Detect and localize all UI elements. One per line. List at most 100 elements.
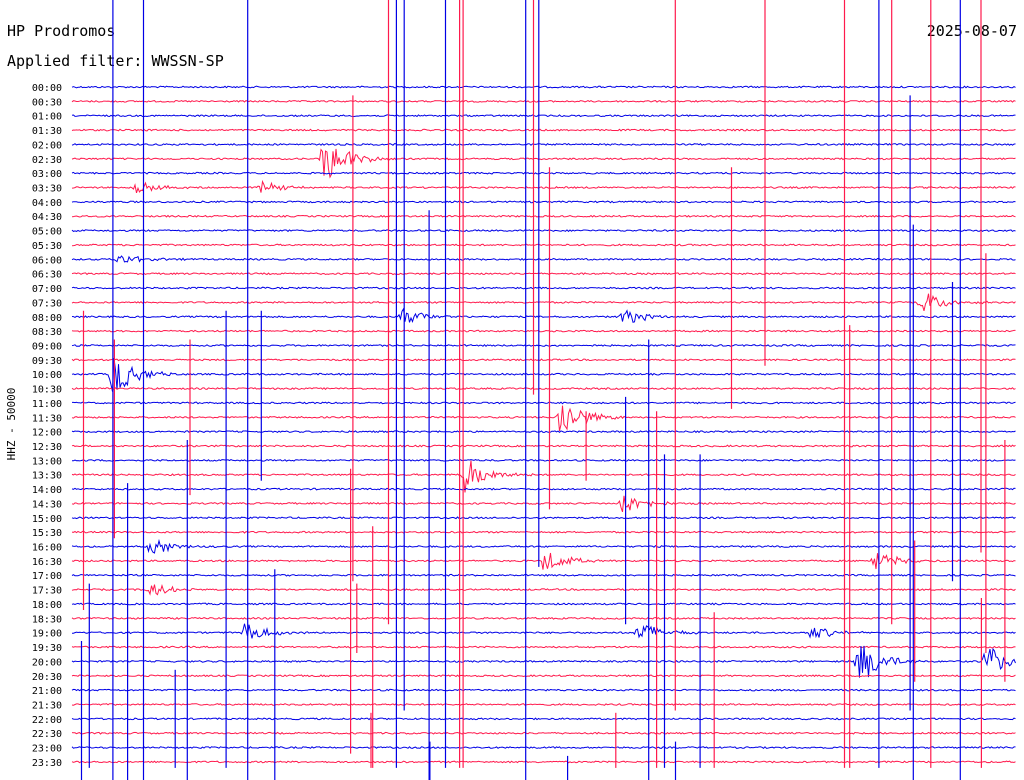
time-label-1100: 11:00 — [32, 399, 62, 410]
trace-row-0400 — [71, 200, 1016, 204]
trace-row-0700 — [71, 286, 1016, 290]
time-label-0930: 09:30 — [32, 356, 62, 367]
time-label-1500: 15:00 — [32, 514, 62, 525]
trace-row-1500 — [71, 516, 1016, 520]
trace-row-1400 — [71, 487, 1016, 491]
time-label-0830: 08:30 — [32, 327, 62, 338]
trace-row-1000 — [71, 357, 1016, 392]
time-label-0030: 00:30 — [32, 97, 62, 108]
time-label-1430: 14:30 — [32, 499, 62, 510]
trace-row-0030 — [71, 99, 1016, 103]
time-label-1700: 17:00 — [32, 571, 62, 582]
trace-row-0130 — [71, 128, 1016, 132]
time-label-1730: 17:30 — [32, 586, 62, 597]
time-label-2000: 20:00 — [32, 657, 62, 668]
trace-row-0730 — [71, 293, 1016, 312]
trace-row-1700 — [71, 573, 1016, 577]
time-label-0130: 01:30 — [32, 126, 62, 137]
time-label-1930: 19:30 — [32, 643, 62, 654]
time-label-0330: 03:30 — [32, 184, 62, 195]
time-label-0100: 01:00 — [32, 112, 62, 123]
trace-row-1330 — [71, 460, 1016, 493]
time-label-0200: 02:00 — [32, 140, 62, 151]
time-label-1530: 15:30 — [32, 528, 62, 539]
trace-row-0100 — [71, 114, 1016, 118]
time-label-0430: 04:30 — [32, 212, 62, 223]
trace-row-1430 — [71, 495, 1016, 513]
trace-row-0330 — [71, 179, 1016, 194]
time-label-1400: 14:00 — [32, 485, 62, 496]
time-label-2230: 22:30 — [32, 729, 62, 740]
time-label-1000: 10:00 — [32, 370, 62, 381]
trace-row-1600 — [71, 538, 1016, 554]
trace-row-1630 — [71, 552, 1016, 570]
trace-row-0000 — [71, 85, 1016, 89]
time-label-1830: 18:30 — [32, 614, 62, 625]
trace-row-0930 — [71, 358, 1016, 362]
trace-row-0800 — [71, 307, 1016, 323]
time-label-1200: 12:00 — [32, 428, 62, 439]
trace-row-0630 — [71, 272, 1016, 276]
trace-row-1800 — [71, 602, 1016, 606]
trace-row-0200 — [71, 142, 1016, 146]
spike-layer — [80, 0, 1006, 780]
time-label-1600: 16:00 — [32, 543, 62, 554]
time-label-0600: 06:00 — [32, 255, 62, 266]
filter-label: Applied filter: WWSSN-SP — [7, 52, 224, 70]
time-label-1900: 19:00 — [32, 629, 62, 640]
date-label: 2025-08-07 — [927, 22, 1017, 40]
trace-row-1230 — [71, 444, 1016, 448]
time-label-1330: 13:30 — [32, 471, 62, 482]
time-label-0530: 05:30 — [32, 241, 62, 252]
time-label-1030: 10:30 — [32, 385, 62, 396]
channel-label: HHZ - 50000 — [5, 388, 18, 461]
time-label-1300: 13:00 — [32, 456, 62, 467]
trace-row-1830 — [71, 616, 1016, 620]
trace-row-2130 — [71, 703, 1016, 706]
time-label-1130: 11:30 — [32, 413, 62, 424]
trace-row-2200 — [71, 717, 1016, 721]
trace-row-0900 — [71, 343, 1016, 348]
trace-row-1730 — [71, 583, 1016, 596]
trace-row-2030 — [71, 674, 1016, 678]
time-label-0700: 07:00 — [32, 284, 62, 295]
time-label-0900: 09:00 — [32, 342, 62, 353]
trace-row-0300 — [71, 171, 1016, 175]
time-label-0800: 08:00 — [32, 313, 62, 324]
trace-row-2100 — [71, 688, 1016, 692]
trace-row-0500 — [71, 229, 1016, 233]
trace-row-2000 — [71, 645, 1016, 678]
time-label-2200: 22:00 — [32, 715, 62, 726]
trace-row-0430 — [71, 214, 1016, 218]
time-label-2330: 23:30 — [32, 758, 62, 769]
time-label-2030: 20:30 — [32, 672, 62, 683]
time-label-1630: 16:30 — [32, 557, 62, 568]
trace-layer — [71, 85, 1016, 764]
trace-row-1130 — [71, 405, 1016, 432]
trace-row-2300 — [71, 746, 1016, 749]
time-label-0630: 06:30 — [32, 270, 62, 281]
trace-row-0830 — [71, 329, 1016, 333]
time-label-0500: 05:00 — [32, 227, 62, 238]
trace-row-1030 — [71, 387, 1016, 391]
time-label-2130: 21:30 — [32, 701, 62, 712]
time-label-0300: 03:00 — [32, 169, 62, 180]
trace-row-2330 — [71, 760, 1016, 764]
time-label-2100: 21:00 — [32, 686, 62, 697]
time-label-2300: 23:00 — [32, 744, 62, 755]
time-label-layer: 00:00 00:30 01:00 01:30 02:00 02:30 03:00 03:30… — [32, 83, 62, 769]
station-title: HP Prodromos — [7, 22, 115, 40]
trace-row-2230 — [71, 731, 1016, 735]
time-label-0230: 02:30 — [32, 155, 62, 166]
trace-row-0230 — [71, 148, 1016, 179]
trace-row-1200 — [71, 430, 1016, 434]
trace-row-0600 — [71, 255, 1016, 263]
time-label-1800: 18:00 — [32, 600, 62, 611]
time-label-1230: 12:30 — [32, 442, 62, 453]
trace-row-0530 — [71, 243, 1016, 247]
trace-row-1530 — [71, 530, 1016, 534]
time-label-0400: 04:00 — [32, 198, 62, 209]
time-label-0000: 00:00 — [32, 83, 62, 94]
trace-row-1930 — [71, 645, 1016, 649]
